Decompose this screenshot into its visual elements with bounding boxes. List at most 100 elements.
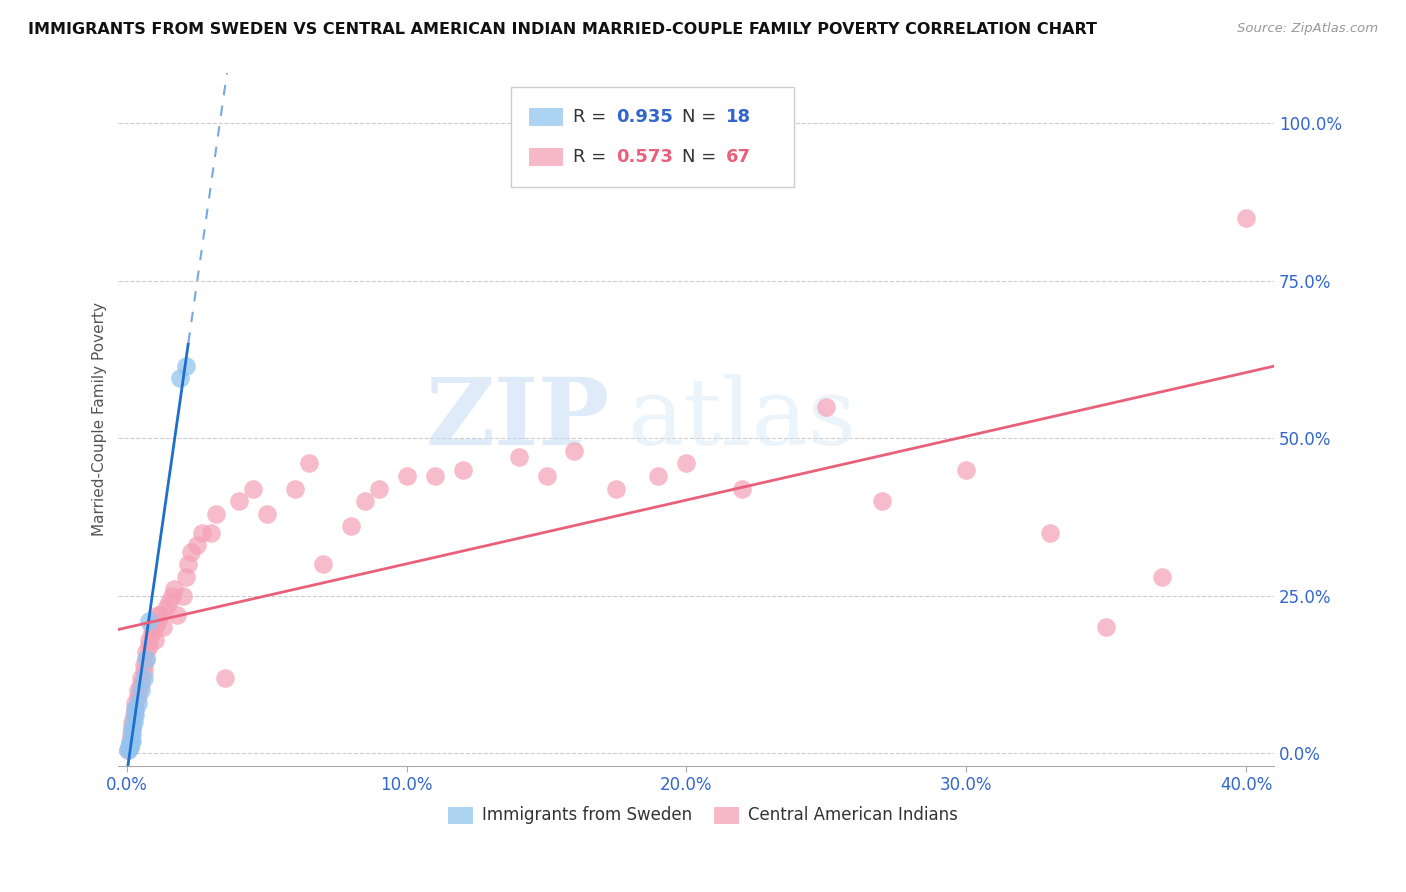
Point	[120, 727, 142, 741]
Point	[124, 702, 146, 716]
Text: Central American Indians: Central American Indians	[748, 805, 957, 824]
Point	[298, 457, 321, 471]
Point	[242, 482, 264, 496]
Point	[124, 696, 146, 710]
Point	[141, 620, 163, 634]
Point	[955, 463, 977, 477]
Point	[228, 494, 250, 508]
Text: Source: ZipAtlas.com: Source: ZipAtlas.com	[1237, 22, 1378, 36]
Point	[143, 632, 166, 647]
Point	[367, 482, 389, 496]
Point	[122, 714, 145, 729]
Point	[205, 507, 228, 521]
Point	[675, 457, 697, 471]
Point	[214, 671, 236, 685]
Point	[138, 639, 160, 653]
Point	[118, 739, 141, 754]
Text: ZIP: ZIP	[425, 375, 610, 465]
Point	[121, 721, 143, 735]
Text: 67: 67	[727, 148, 751, 166]
Point	[129, 671, 152, 685]
Point	[353, 494, 375, 508]
Point	[166, 607, 188, 622]
Point	[135, 651, 157, 665]
Point	[870, 494, 893, 508]
Point	[256, 507, 278, 521]
Point	[174, 359, 197, 373]
Point	[169, 371, 191, 385]
Point	[395, 469, 418, 483]
FancyBboxPatch shape	[447, 806, 474, 824]
Text: N =: N =	[682, 108, 723, 126]
Point	[117, 743, 139, 757]
FancyBboxPatch shape	[529, 148, 564, 167]
Point	[536, 469, 558, 483]
Point	[149, 607, 172, 622]
Point	[312, 558, 335, 572]
Point	[186, 538, 208, 552]
Point	[451, 463, 474, 477]
Point	[127, 690, 149, 704]
Point	[200, 525, 222, 540]
Point	[141, 626, 163, 640]
Point	[508, 450, 530, 464]
Point	[127, 696, 149, 710]
Point	[124, 702, 146, 716]
Point	[1234, 211, 1257, 225]
Point	[339, 519, 361, 533]
Point	[605, 482, 627, 496]
Point	[1095, 620, 1118, 634]
Point	[143, 620, 166, 634]
FancyBboxPatch shape	[529, 108, 564, 127]
Point	[284, 482, 307, 496]
Text: atlas: atlas	[627, 375, 856, 465]
Point	[146, 614, 169, 628]
Point	[564, 443, 586, 458]
Point	[138, 632, 160, 647]
Point	[120, 733, 142, 747]
Point	[423, 469, 446, 483]
Point	[177, 558, 200, 572]
Point	[121, 733, 143, 747]
Point	[129, 677, 152, 691]
Point	[163, 582, 186, 597]
Point	[815, 400, 838, 414]
Point	[121, 714, 143, 729]
Point	[146, 607, 169, 622]
Point	[180, 544, 202, 558]
Point	[121, 727, 143, 741]
Text: 18: 18	[727, 108, 751, 126]
Point	[127, 683, 149, 698]
Point	[1039, 525, 1062, 540]
Point	[132, 665, 155, 679]
Point	[138, 614, 160, 628]
Point	[129, 683, 152, 698]
FancyBboxPatch shape	[713, 806, 740, 824]
Point	[118, 739, 141, 754]
Point	[135, 645, 157, 659]
FancyBboxPatch shape	[512, 87, 794, 187]
Point	[152, 620, 174, 634]
Point	[191, 525, 214, 540]
Point	[135, 651, 157, 665]
Point	[172, 589, 194, 603]
Point	[121, 721, 143, 735]
Point	[174, 570, 197, 584]
Point	[155, 601, 177, 615]
Point	[122, 708, 145, 723]
Point	[647, 469, 669, 483]
Text: R =: R =	[572, 108, 612, 126]
Point	[132, 657, 155, 672]
Point	[120, 737, 142, 751]
Text: 0.935: 0.935	[616, 108, 673, 126]
Point	[117, 743, 139, 757]
Text: 0.573: 0.573	[616, 148, 673, 166]
Point	[118, 733, 141, 747]
Point	[132, 671, 155, 685]
Point	[160, 589, 183, 603]
Text: Immigrants from Sweden: Immigrants from Sweden	[482, 805, 693, 824]
Point	[124, 708, 146, 723]
Y-axis label: Married-Couple Family Poverty: Married-Couple Family Poverty	[93, 302, 107, 536]
Point	[157, 595, 180, 609]
Text: N =: N =	[682, 148, 723, 166]
